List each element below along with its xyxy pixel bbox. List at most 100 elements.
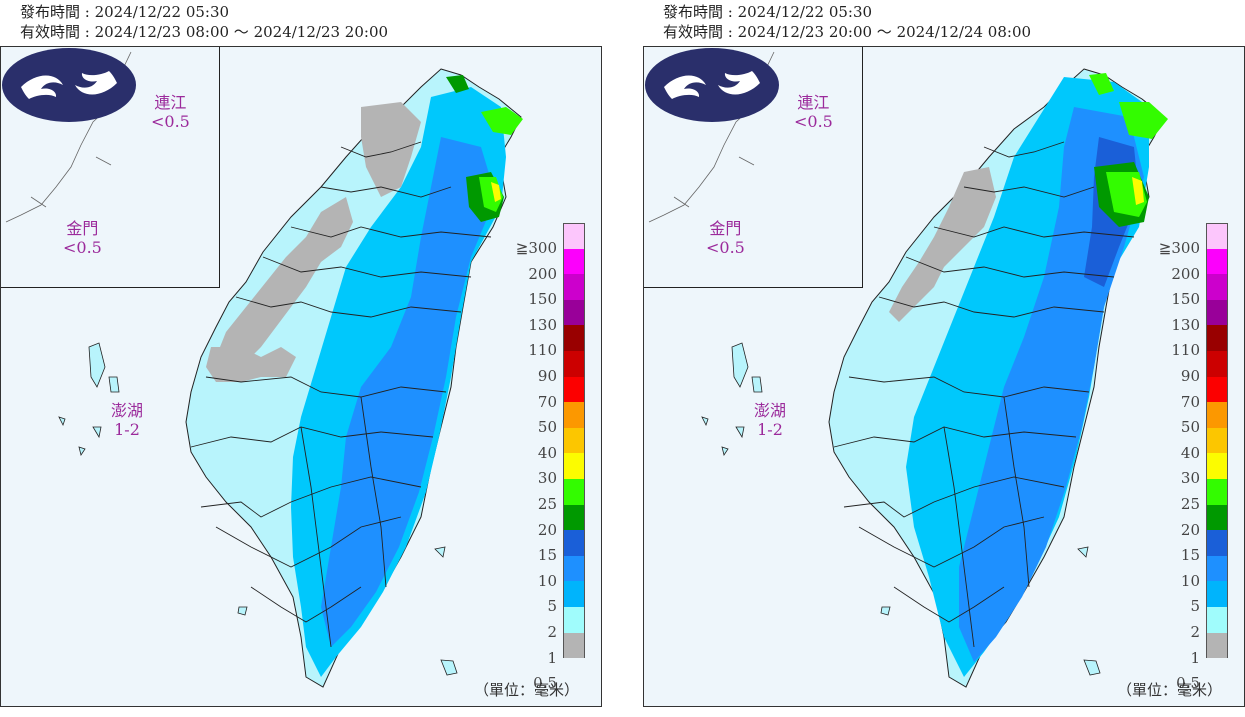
legend-swatch [1206, 607, 1228, 633]
rain-lt1-west [889, 167, 996, 322]
legend-swatch [1206, 555, 1228, 582]
legend-swatch [563, 479, 585, 505]
legend-label: 40 [537, 443, 557, 462]
legend-label: ≧300 [1158, 239, 1200, 257]
legend-swatch [1206, 479, 1228, 505]
legend-swatch [563, 274, 585, 300]
rain-north-cape [481, 107, 523, 135]
legend-label: 50 [537, 418, 557, 437]
legend-label: 30 [1180, 469, 1200, 488]
unit-label: （單位：毫米） [1116, 681, 1222, 699]
penghu-label: 澎湖 1-2 [754, 401, 787, 439]
legend-swatch [563, 248, 585, 275]
rain-north-tip [1089, 73, 1114, 95]
rain-5-10-area [321, 137, 496, 647]
legend-swatch [563, 607, 585, 633]
legend-label: 25 [1180, 495, 1200, 513]
legend-swatch [563, 223, 585, 249]
legend-swatch [1206, 402, 1228, 428]
legend-label: 20 [1180, 520, 1200, 539]
legend-swatch [563, 453, 585, 479]
legend-label: 110 [528, 341, 557, 360]
legend-swatch [1206, 351, 1228, 377]
legend-label: 0.5 [1176, 674, 1200, 693]
legend-label: 20 [537, 520, 557, 539]
legend-label: 70 [537, 392, 557, 411]
legend-swatch [563, 402, 585, 428]
legend-swatch [1206, 504, 1228, 531]
legend-label: 130 [528, 315, 557, 334]
legend-label: 15 [537, 546, 557, 565]
legend-label: 2 [547, 623, 557, 641]
legend-label: 10 [1180, 571, 1200, 590]
rain-north-cape [1119, 102, 1168, 139]
unit-label: （單位：毫米） [473, 681, 579, 699]
legend-swatch [563, 325, 585, 351]
legend-label: 15 [1180, 546, 1200, 565]
legend-label: 90 [537, 367, 557, 385]
legend-label: 1 [547, 648, 557, 667]
legend-swatch [563, 581, 585, 607]
cwa-logo [2, 48, 136, 122]
rain-lt1-coast [206, 347, 296, 382]
legend-label: 200 [528, 264, 557, 283]
valid-time: 有效時間 : 2024/12/23 08:00 ～ 2024/12/23 20:… [20, 23, 389, 41]
legend-label: 2 [1190, 623, 1200, 641]
issue-time: 發布時間 : 2024/12/22 05:30 [663, 3, 873, 21]
county-boundaries [190, 141, 492, 648]
legend-label: 150 [528, 290, 557, 309]
legend-swatch [1206, 299, 1228, 326]
legend-swatch [1206, 248, 1228, 275]
legend-swatch [1206, 530, 1228, 556]
legend-swatch [563, 299, 585, 326]
legend-label: 110 [1171, 341, 1200, 360]
legend-swatch [1206, 581, 1228, 607]
legend-label: 40 [1180, 443, 1200, 462]
legend-swatch [563, 530, 585, 556]
legend-label: 50 [1180, 418, 1200, 437]
kinmen-label: 金門 <0.5 [63, 219, 102, 257]
rain-lt1-west [216, 197, 353, 377]
legend-label: 150 [1171, 290, 1200, 309]
legend-swatch [563, 504, 585, 531]
legend-label: 30 [537, 469, 557, 488]
kinmen-label: 金門 <0.5 [706, 219, 745, 257]
legend-swatch [563, 376, 585, 403]
legend-swatch [563, 555, 585, 582]
legend-swatch [1206, 453, 1228, 479]
taiwan-rainfall-map [701, 68, 1168, 688]
legend-label: 130 [1171, 315, 1200, 334]
forecast-panel-2: 發布時間 : 2024/12/22 05:30 有效時間 : 2024/12/2… [643, 0, 1245, 717]
taiwan-rainfall-map [58, 68, 523, 688]
matsu-label: 連江 <0.5 [794, 93, 833, 131]
legend-swatch [1206, 376, 1228, 403]
county-boundaries [833, 141, 1135, 648]
legend-swatch [1206, 325, 1228, 351]
penghu-label: 澎湖 1-2 [111, 401, 144, 439]
issue-time: 發布時間 : 2024/12/22 05:30 [20, 3, 230, 21]
legend-label: ≧300 [515, 239, 557, 257]
legend-label: 5 [1190, 597, 1200, 616]
rain-30-40-area [1132, 177, 1144, 205]
legend-label: 25 [537, 495, 557, 513]
small-islands [701, 342, 1101, 676]
legend-label: 0.5 [533, 674, 557, 693]
legend-swatch [1206, 427, 1228, 454]
legend-swatch [563, 427, 585, 454]
legend-swatch [563, 351, 585, 377]
matsu-label: 連江 <0.5 [151, 93, 190, 131]
legend-label: 5 [547, 597, 557, 616]
rain-30-40-area [491, 182, 501, 202]
valid-time: 有效時間 : 2024/12/23 20:00 ～ 2024/12/24 08:… [663, 23, 1032, 41]
rain-lt1-north [361, 102, 421, 197]
rainfall-map: 連江 <0.5 金門 <0.5 澎湖 1-2 ≧300 200 150 130 110 9… [0, 46, 602, 707]
legend-label: 200 [1171, 264, 1200, 283]
rain-north-tip [446, 75, 469, 93]
legend-label: 10 [537, 571, 557, 590]
legend-label: 90 [1180, 367, 1200, 385]
cwa-logo [645, 48, 779, 122]
legend-swatch [1206, 223, 1228, 249]
forecast-panel-1: 發布時間 : 2024/12/22 05:30 有效時間 : 2024/12/2… [0, 0, 602, 717]
legend-label: 1 [1190, 648, 1200, 667]
legend-swatch [1206, 632, 1228, 659]
